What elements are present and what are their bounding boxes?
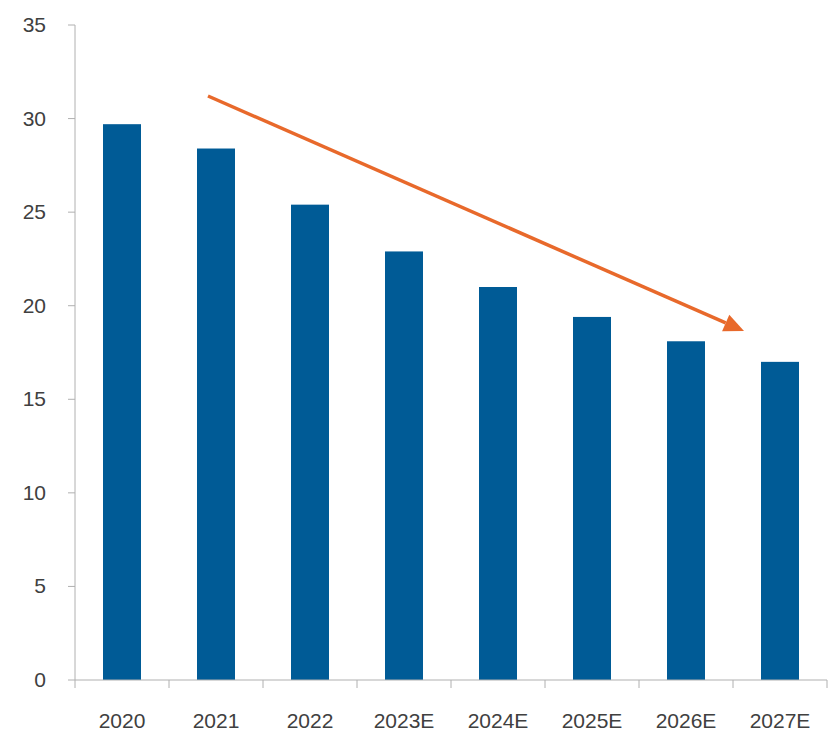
bar	[291, 205, 329, 680]
y-tick-label: 0	[34, 668, 46, 691]
x-tick	[169, 680, 170, 688]
x-tick	[639, 680, 640, 688]
y-tick-label: 15	[23, 387, 46, 410]
y-tick	[68, 680, 75, 681]
x-tick-label: 2027E	[750, 709, 811, 732]
trend-arrow	[208, 96, 726, 323]
bar	[667, 341, 705, 680]
y-tick	[68, 25, 75, 26]
y-tick-label: 20	[23, 294, 46, 317]
x-tick	[733, 680, 734, 688]
y-tick-label: 5	[34, 574, 46, 597]
x-tick-label: 2025E	[562, 709, 623, 732]
bar	[385, 251, 423, 680]
y-tick-label: 30	[23, 107, 46, 130]
trend-arrow-head	[722, 315, 744, 331]
y-tick-label: 25	[23, 200, 46, 223]
x-tick	[827, 680, 828, 688]
chart-svg: 0 5 10 15 20 25 30 35 2020 2021 2022 2023E 2024E 2025…	[0, 0, 832, 747]
x-tick-label: 2020	[99, 709, 146, 732]
x-tick-label: 2026E	[656, 709, 717, 732]
bar	[479, 287, 517, 680]
y-tick-label: 10	[23, 481, 46, 504]
y-tick	[68, 399, 75, 400]
bar	[103, 124, 141, 680]
y-tick	[68, 118, 75, 119]
chart-container: 0 5 10 15 20 25 30 35 2020 2021 2022 2023E 2024E 2025…	[0, 0, 832, 747]
bar	[573, 317, 611, 680]
x-tick-label: 2023E	[374, 709, 435, 732]
y-tick	[68, 586, 75, 587]
x-tick	[357, 680, 358, 688]
y-axis-line	[75, 25, 76, 680]
x-tick-label: 2021	[193, 709, 240, 732]
bar	[197, 149, 235, 680]
x-tick-label: 2022	[287, 709, 334, 732]
x-tick	[75, 680, 76, 688]
x-tick-label: 2024E	[468, 709, 529, 732]
y-tick	[68, 492, 75, 493]
bars	[103, 124, 799, 680]
y-tick-label: 35	[23, 13, 46, 36]
x-tick	[545, 680, 546, 688]
y-tick	[68, 305, 75, 306]
x-tick	[451, 680, 452, 688]
y-tick	[68, 212, 75, 213]
bar	[761, 362, 799, 680]
x-tick	[263, 680, 264, 688]
